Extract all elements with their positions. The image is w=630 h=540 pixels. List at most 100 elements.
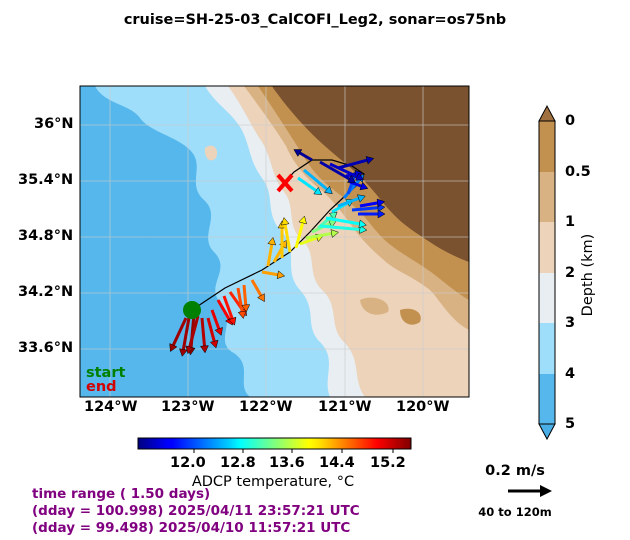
velocity-vector-head [267, 236, 277, 246]
lon-tick-4: 120°W [396, 399, 450, 415]
depth-tick-1: 0.5 [565, 164, 591, 180]
velocity-vector-shaft [305, 232, 332, 240]
bank-patch-2 [360, 297, 389, 315]
velocity-vector-shaft [266, 244, 274, 267]
velocity-vector-shaft [299, 236, 318, 246]
velocity-vector-head [358, 219, 367, 229]
velocity-vector-head [359, 181, 369, 191]
lat-tick-4: 33.6°N [18, 340, 74, 356]
velocity-vector-shaft [319, 160, 351, 181]
velocity-vector-head [330, 229, 339, 238]
velocity-vector-head [227, 316, 237, 326]
velocity-vector-shaft [297, 176, 317, 192]
depth-band-3 [539, 273, 555, 323]
velocity-vector-head [200, 345, 209, 354]
velocity-vector-shaft [283, 224, 292, 253]
velocity-vectors [169, 149, 386, 357]
velocity-vector-shaft [299, 151, 313, 162]
lat-tick-3: 34.2°N [18, 284, 74, 300]
seamount-b [160, 295, 187, 318]
velocity-vector-shaft [222, 295, 234, 320]
velocity-vector-shaft [329, 162, 358, 179]
velocity-vector-head [280, 217, 290, 226]
bank-patch-3 [204, 145, 218, 161]
depth-tick-3: 2 [565, 265, 576, 281]
velocity-vector-shaft [337, 197, 360, 208]
velocity-vector-shaft [250, 279, 263, 297]
velocity-vector-head [376, 198, 386, 208]
scale-depth-range-label: 40 to 120m [478, 505, 552, 519]
bank-patch-1 [400, 308, 421, 325]
lon-tick-1: 123°W [161, 399, 215, 415]
velocity-vector-head [214, 327, 223, 336]
temp-tick-0: 12.0 [170, 455, 206, 471]
velocity-vector-head [355, 172, 364, 181]
velocity-vector-head [313, 186, 323, 195]
time-range-line: time range ( 1.50 days) [32, 486, 211, 502]
end-marker [276, 173, 294, 193]
velocity-vector-shaft [351, 206, 379, 212]
depth-band-0 [539, 121, 555, 172]
velocity-vector-head [377, 209, 386, 219]
velocity-vector-head [347, 175, 356, 183]
velocity-vector-shaft [319, 224, 360, 231]
depth-colorbar-label: Depth (km) [580, 233, 596, 317]
velocity-vector-shaft [216, 299, 231, 320]
temp-tick-3: 14.4 [319, 455, 355, 471]
depth-colorbar-top-extension [538, 104, 556, 122]
velocity-vector-shaft [311, 222, 331, 234]
temperature-colorbar [137, 437, 412, 450]
depth-band-1 [539, 172, 555, 222]
scale-speed-label: 0.2 m/s [485, 463, 545, 479]
depth-colorbar-bottom-extension [538, 423, 556, 441]
time-range-block: time range ( 1.50 days) (dday = 100.998)… [32, 486, 360, 537]
velocity-vector-shaft [261, 270, 279, 277]
temp-tick-2: 13.6 [269, 455, 305, 471]
velocity-vector-head [276, 270, 286, 280]
legend-end-label: end [86, 379, 117, 395]
time-end-line: (dday = 100.998) 2025/04/11 23:57:21 UTC [32, 503, 360, 519]
time-start-line: (dday = 99.498) 2025/04/10 11:57:21 UTC [32, 520, 351, 536]
depth-band-2 [539, 222, 555, 273]
velocity-vector-shaft [210, 309, 221, 330]
seamount-a [118, 224, 152, 249]
depth-tick-4: 3 [565, 315, 576, 331]
velocity-vector-shaft [200, 317, 206, 347]
velocity-vector-head [257, 293, 265, 303]
lon-tick-3: 121°W [318, 399, 372, 415]
velocity-vector-head [323, 185, 333, 195]
map-grid [80, 86, 469, 397]
lon-tick-0: 124°W [84, 399, 138, 415]
figure-title: cruise=SH-25-03_CalCOFI_Leg2, sonar=os75… [123, 12, 507, 28]
temperature-colorbar-ticks [193, 449, 394, 453]
velocity-vector-shaft [359, 201, 378, 208]
lat-tick-0: 36°N [34, 116, 74, 132]
velocity-vector-head [169, 343, 178, 352]
land-california [272, 86, 469, 262]
velocity-vector-head [365, 156, 375, 165]
velocity-vector-shaft [206, 317, 216, 342]
start-marker [183, 301, 201, 319]
velocity-vector-head [298, 215, 307, 225]
velocity-vector-shaft [236, 287, 244, 312]
velocity-vector-head [359, 225, 368, 234]
velocity-vector-head [209, 339, 219, 349]
velocity-vector-shaft [337, 158, 368, 170]
velocity-vector-shaft [188, 315, 200, 348]
bathymetry-map [80, 86, 469, 397]
velocity-vector-shaft [294, 222, 305, 249]
depth-colorbar [538, 104, 556, 441]
temp-tick-4: 15.2 [370, 455, 406, 471]
depth-band-5 [539, 374, 555, 424]
lat-tick-1: 35.4°N [18, 172, 74, 188]
velocity-vector-shaft [303, 168, 328, 191]
depth-tick-2: 1 [565, 214, 576, 230]
velocity-vector-head [293, 149, 303, 157]
velocity-vector-shaft [342, 178, 361, 199]
depth-tick-6: 5 [565, 416, 576, 432]
velocity-vector-head [179, 348, 188, 357]
velocity-vector-shaft [171, 317, 188, 346]
lon-tick-2: 122°W [239, 399, 293, 415]
depth-band-4 [539, 323, 555, 374]
